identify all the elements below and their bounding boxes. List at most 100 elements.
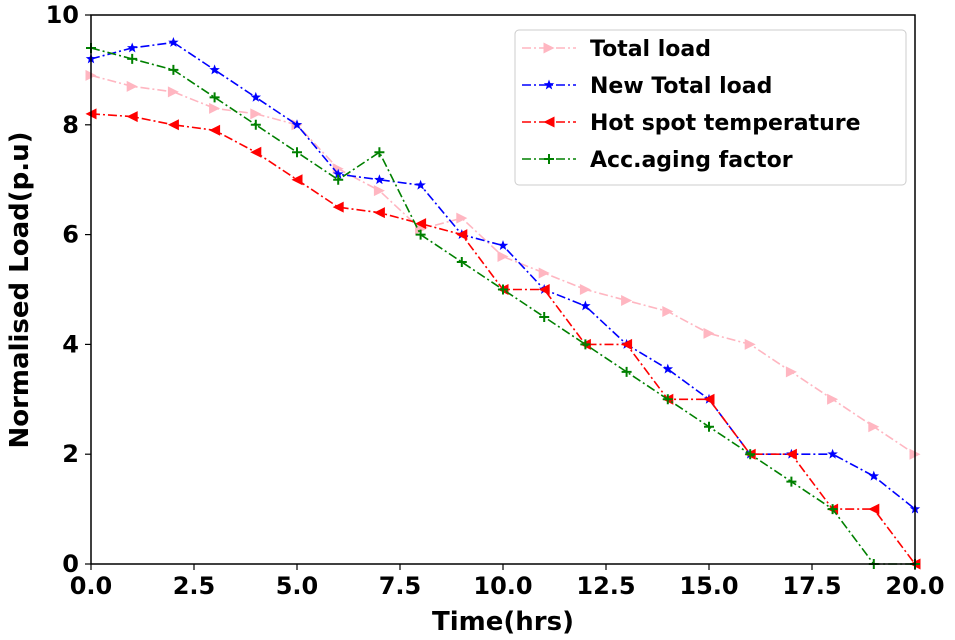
x-tick-label: 20.0: [885, 572, 944, 600]
data-point-new-total-load: [168, 36, 179, 47]
data-point-acc-aging-factor: [456, 257, 467, 268]
legend-marker: [544, 154, 554, 164]
legend-label: Total load: [590, 37, 711, 62]
data-point-acc-aging-factor: [374, 147, 385, 158]
data-point-total-load: [209, 102, 221, 114]
data-point-total-load: [744, 338, 756, 350]
data-point-total-load: [497, 251, 509, 263]
data-point-hot-spot-temperature: [785, 448, 797, 460]
data-point-total-load: [415, 223, 427, 235]
data-point-acc-aging-factor: [127, 53, 138, 64]
data-point-new-total-load: [662, 363, 674, 374]
data-point-acc-aging-factor: [292, 147, 302, 158]
data-point-total-load: [703, 327, 715, 339]
y-tick-label: 6: [62, 221, 79, 249]
legend-marker: [543, 79, 555, 90]
x-axis: 0.0 2.5 5.0 7.5 10.0 12.5 15.0 17.5 20.0: [70, 564, 945, 600]
series-line-total-load: [90, 74, 916, 455]
data-point-hot-spot-temperature: [291, 174, 303, 186]
x-tick-label: 10.0: [473, 572, 532, 600]
data-point-new-total-load: [374, 174, 385, 185]
data-point-new-total-load: [868, 470, 880, 481]
data-point-acc-aging-factor: [704, 421, 714, 432]
y-tick-label: 2: [62, 440, 79, 468]
x-tick-label: 7.5: [379, 572, 422, 600]
x-tick-label: 17.5: [782, 572, 841, 600]
data-point-hot-spot-temperature: [332, 201, 344, 213]
x-tick-label: 12.5: [576, 572, 635, 600]
legend-item-hot-spot-temperature: Hot spot temperature: [522, 111, 861, 136]
legend-item-total-load: Total load: [522, 37, 711, 62]
data-point-hot-spot-temperature: [456, 229, 468, 241]
data-point-hot-spot-temperature: [868, 503, 880, 515]
legend-label: Hot spot temperature: [590, 111, 861, 136]
data-point-acc-aging-factor: [580, 339, 591, 350]
data-point-new-total-load: [209, 64, 220, 75]
data-point-new-total-load: [332, 168, 344, 179]
data-point-hot-spot-temperature: [703, 393, 715, 405]
data-point-acc-aging-factor: [209, 92, 220, 103]
data-point-acc-aging-factor: [333, 174, 344, 185]
data-point-new-total-load: [250, 91, 262, 102]
y-tick-label: 8: [62, 111, 79, 139]
data-point-acc-aging-factor: [827, 504, 838, 515]
legend-item-acc-aging-factor: Acc.aging factor: [522, 148, 793, 173]
y-axis-label: Normalised Load(p.u): [5, 131, 35, 448]
x-tick-label: 5.0: [276, 572, 319, 600]
data-point-total-load: [662, 305, 674, 317]
legend-marker: [543, 42, 555, 54]
data-point-hot-spot-temperature: [209, 124, 221, 136]
data-point-new-total-load: [126, 42, 138, 53]
x-tick-label: 15.0: [679, 572, 738, 600]
x-tick-label: 2.5: [173, 572, 216, 600]
data-point-total-load: [621, 294, 633, 306]
data-point-acc-aging-factor: [498, 284, 508, 295]
legend-marker: [543, 116, 555, 128]
x-axis-label: Time(hrs): [432, 607, 574, 637]
data-point-hot-spot-temperature: [167, 119, 179, 131]
y-axis: 0 2 4 6 8 10: [46, 1, 91, 578]
data-point-total-load: [538, 267, 550, 279]
data-point-total-load: [579, 284, 591, 295]
data-point-total-load: [373, 185, 385, 197]
data-point-total-load: [126, 80, 138, 92]
data-point-acc-aging-factor: [621, 366, 632, 377]
series-total-load: [85, 69, 921, 460]
data-point-acc-aging-factor: [168, 64, 179, 75]
data-point-new-total-load: [580, 300, 591, 311]
data-point-new-total-load: [827, 448, 838, 459]
data-point-hot-spot-temperature: [621, 338, 633, 350]
data-point-acc-aging-factor: [745, 449, 756, 460]
data-point-new-total-load: [291, 119, 303, 130]
data-point-hot-spot-temperature: [538, 284, 550, 295]
y-tick-label: 4: [62, 330, 79, 358]
legend-box: [514, 29, 907, 186]
data-point-hot-spot-temperature: [250, 146, 262, 158]
y-tick-label: 10: [46, 1, 79, 29]
data-point-total-load: [827, 393, 839, 405]
data-point-new-total-load: [497, 240, 509, 251]
legend: Total load New Total load Hot spot tempera…: [514, 29, 907, 186]
data-point-total-load: [785, 366, 797, 378]
data-point-total-load: [456, 212, 468, 224]
y-tick-label: 0: [62, 550, 79, 578]
legend-label: New Total load: [590, 74, 772, 99]
data-point-acc-aging-factor: [539, 311, 550, 322]
series-layer: [85, 36, 921, 570]
data-point-total-load: [250, 108, 262, 120]
data-point-hot-spot-temperature: [373, 207, 385, 219]
data-point-acc-aging-factor: [786, 476, 797, 487]
series-acc-aging-factor: [86, 42, 920, 569]
data-point-new-total-load: [415, 179, 426, 190]
data-point-hot-spot-temperature: [415, 218, 427, 230]
data-point-hot-spot-temperature: [126, 111, 138, 123]
data-point-total-load: [868, 421, 880, 433]
data-point-acc-aging-factor: [250, 119, 261, 130]
data-point-acc-aging-factor: [415, 229, 426, 240]
x-tick-label: 0.0: [70, 572, 113, 600]
legend-item-new-total-load: New Total load: [522, 74, 772, 99]
legend-label: Acc.aging factor: [590, 148, 793, 173]
data-point-acc-aging-factor: [662, 394, 673, 405]
data-point-total-load: [167, 86, 179, 98]
